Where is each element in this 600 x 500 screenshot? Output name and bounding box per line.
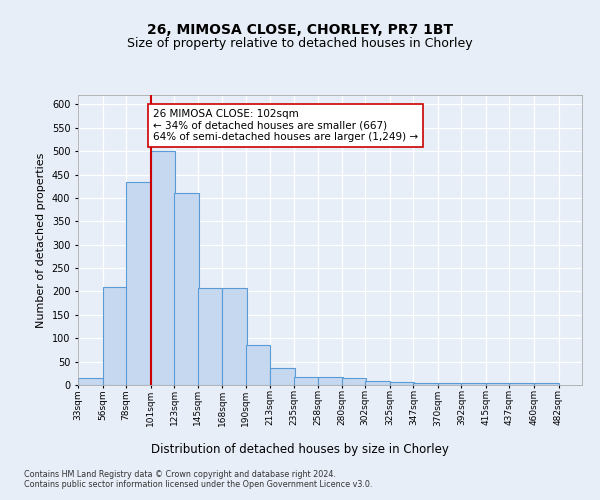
Bar xyxy=(174,193,199,385)
Bar xyxy=(438,382,463,385)
Bar xyxy=(509,382,534,385)
Text: Distribution of detached houses by size in Chorley: Distribution of detached houses by size … xyxy=(151,442,449,456)
Bar xyxy=(413,382,438,385)
Text: 26 MIMOSA CLOSE: 102sqm
← 34% of detached houses are smaller (667)
64% of semi-d: 26 MIMOSA CLOSE: 102sqm ← 34% of detache… xyxy=(153,109,418,142)
Y-axis label: Number of detached properties: Number of detached properties xyxy=(36,152,46,328)
Bar xyxy=(78,378,103,385)
Bar xyxy=(293,377,318,385)
Text: Contains HM Land Registry data © Crown copyright and database right 2024.
Contai: Contains HM Land Registry data © Crown c… xyxy=(24,470,373,490)
Bar xyxy=(222,288,247,385)
Bar xyxy=(318,377,343,385)
Bar xyxy=(390,382,415,385)
Bar xyxy=(245,345,270,385)
Bar xyxy=(103,287,127,385)
Bar xyxy=(486,382,511,385)
Text: 26, MIMOSA CLOSE, CHORLEY, PR7 1BT: 26, MIMOSA CLOSE, CHORLEY, PR7 1BT xyxy=(147,22,453,36)
Bar xyxy=(126,182,151,385)
Bar xyxy=(365,382,390,385)
Bar xyxy=(461,382,486,385)
Bar xyxy=(151,151,175,385)
Bar xyxy=(534,382,559,385)
Bar xyxy=(197,288,222,385)
Text: Size of property relative to detached houses in Chorley: Size of property relative to detached ho… xyxy=(127,38,473,51)
Bar xyxy=(342,378,367,385)
Bar xyxy=(270,368,295,385)
